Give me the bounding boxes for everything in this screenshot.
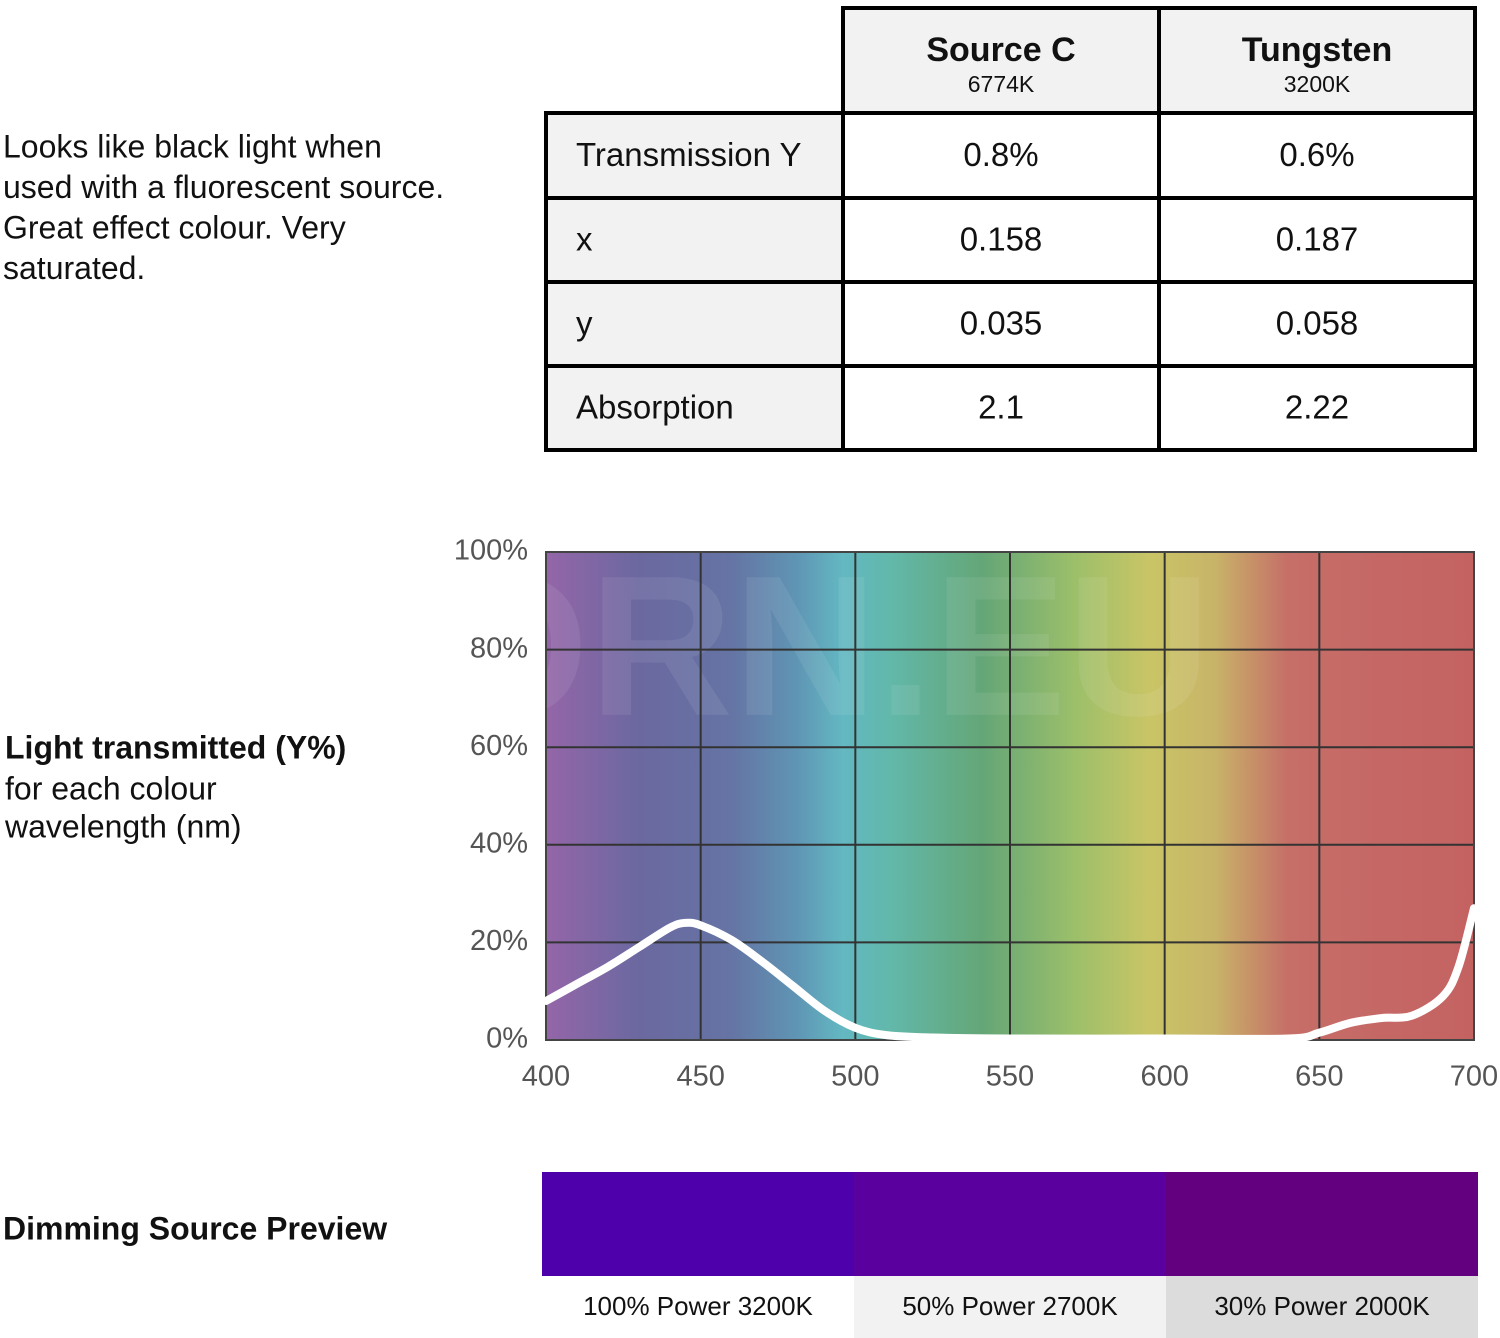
table-value: 2.1 [978,389,1024,426]
preview-swatch [1166,1172,1478,1276]
description-line: Looks like black light when [3,128,382,164]
table-cell [841,280,1161,368]
table-cell [1157,196,1477,284]
table-value: 0.058 [1276,305,1359,342]
preview-title: Dimming Source Preview [3,1210,387,1246]
table-cell [1157,280,1477,368]
x-tick-label: 500 [831,1061,879,1093]
row-label: Transmission Y [576,136,802,173]
preview-label-bg [542,1276,854,1338]
x-tick-label: 400 [522,1061,570,1093]
table-cell [841,364,1161,452]
column-name: Source C [926,31,1075,69]
x-tick-label: 700 [1450,1061,1498,1093]
row-label: Absorption [576,389,734,426]
axis-label-line: wavelength (nm) [4,808,242,844]
x-tick-label: 450 [676,1061,724,1093]
x-tick-label: 650 [1295,1061,1343,1093]
y-tick-label: 20% [470,925,528,957]
y-tick-label: 80% [470,632,528,664]
y-tick-label: 100% [454,535,528,567]
preview-swatch [854,1172,1166,1276]
column-temp: 6774K [968,71,1035,97]
row-label: y [576,305,593,342]
axis-title: Light transmitted (Y%) [5,729,346,765]
column-temp: 3200K [1284,71,1351,97]
y-tick-label: 0% [486,1023,528,1055]
table-cell [544,196,845,284]
header-cell [1157,6,1477,115]
watermark: KORN.EU [289,535,1211,758]
preview-label: 100% Power 3200K [583,1291,813,1321]
description-line: saturated. [3,250,145,286]
table-value: 0.187 [1276,221,1359,258]
transmission-curve [542,904,1478,1043]
column-name: Tungsten [1242,31,1392,69]
header-cell [841,6,1161,115]
table-value: 0.6% [1279,136,1354,173]
table-value: 2.22 [1285,389,1349,426]
table-cell [1157,364,1477,452]
table-value: 0.158 [960,221,1043,258]
y-tick-label: 60% [470,730,528,762]
description-line: used with a fluorescent source. [3,169,444,205]
x-tick-label: 600 [1140,1061,1188,1093]
y-tick-label: 40% [470,827,528,859]
preview-label: 30% Power 2000K [1214,1291,1430,1321]
preview-label-bg [1166,1276,1478,1338]
table-cell [544,364,845,452]
x-tick-label: 550 [986,1061,1034,1093]
table-value: 0.035 [960,305,1043,342]
preview-label: 50% Power 2700K [902,1291,1118,1321]
table-value: 0.8% [963,136,1038,173]
description-line: Great effect colour. Very [3,209,346,245]
preview-swatch [542,1172,854,1276]
row-label: x [576,221,593,258]
axis-label-line: for each colour [5,770,217,806]
preview-label-bg [854,1276,1166,1338]
